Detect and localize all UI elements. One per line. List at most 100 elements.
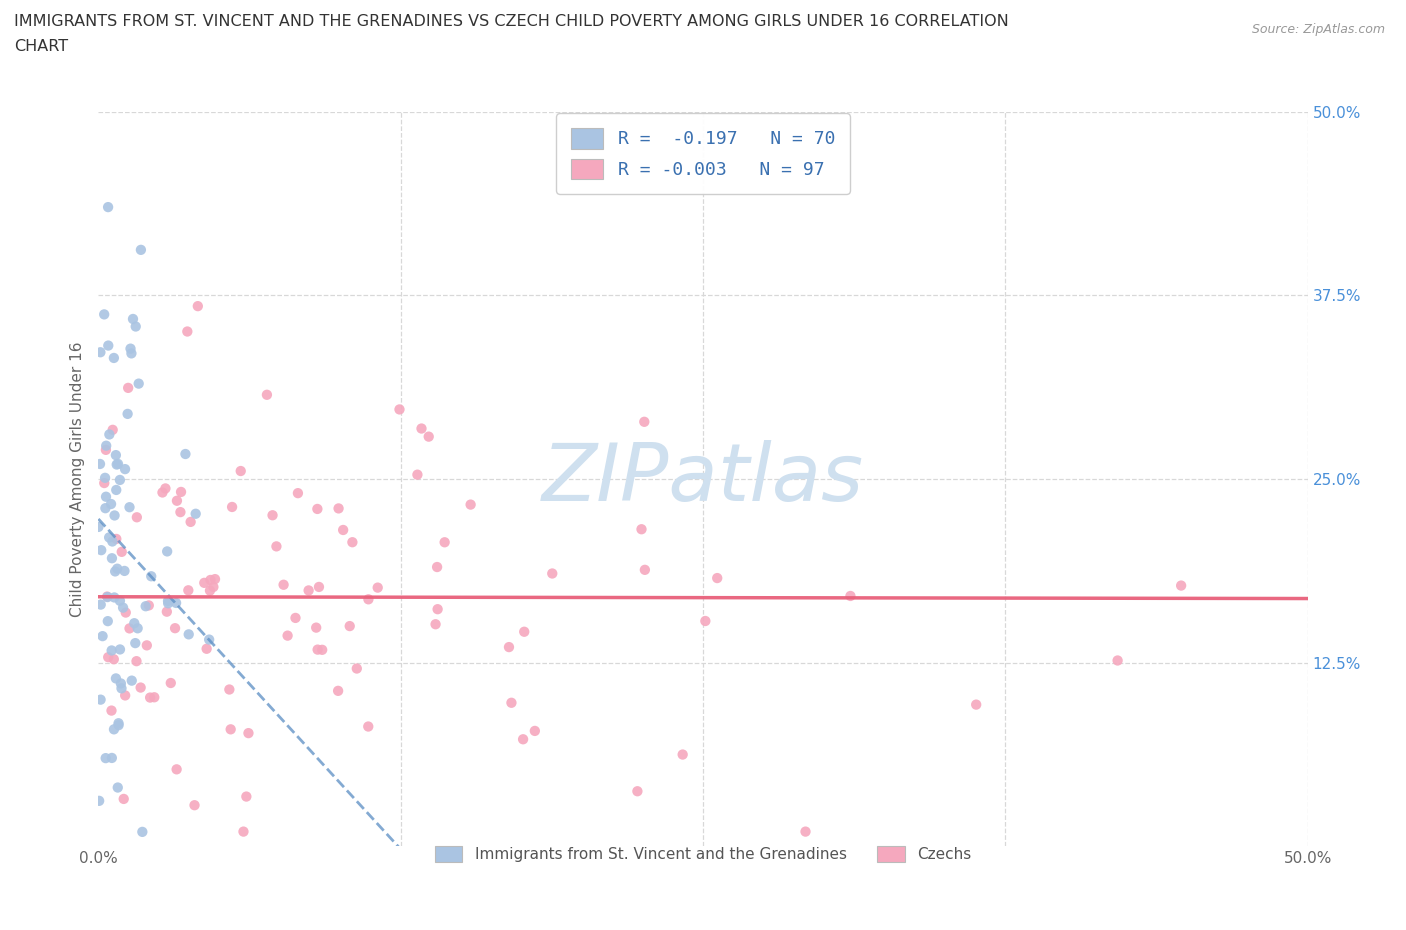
Point	[501, 696, 523, 711]
Point	[311, 643, 333, 658]
Point	[112, 791, 135, 806]
Point	[180, 514, 202, 529]
Point	[342, 535, 364, 550]
Point	[307, 501, 329, 516]
Point	[97, 614, 120, 629]
Point	[630, 522, 652, 537]
Point	[633, 415, 655, 430]
Point	[122, 312, 145, 326]
Point	[101, 422, 124, 437]
Point	[256, 387, 278, 402]
Point	[104, 564, 127, 578]
Point	[195, 642, 218, 657]
Point	[965, 698, 987, 712]
Point	[460, 498, 482, 512]
Point	[198, 632, 221, 647]
Point	[97, 650, 120, 665]
Point	[284, 610, 307, 625]
Point	[135, 638, 157, 653]
Point	[89, 345, 111, 360]
Point	[120, 346, 142, 361]
Point	[100, 703, 122, 718]
Point	[94, 443, 117, 458]
Point	[114, 564, 136, 578]
Point	[125, 654, 148, 669]
Point	[97, 200, 120, 215]
Point	[127, 621, 149, 636]
Point	[108, 593, 131, 608]
Point	[156, 544, 179, 559]
Point	[418, 430, 440, 445]
Point	[193, 576, 215, 591]
Point	[110, 676, 132, 691]
Point	[169, 505, 191, 520]
Point	[328, 501, 350, 516]
Point	[98, 530, 121, 545]
Point	[839, 589, 862, 604]
Point	[121, 673, 143, 688]
Point	[183, 798, 205, 813]
Point	[218, 682, 240, 697]
Point	[94, 489, 117, 504]
Point	[124, 636, 146, 651]
Point	[96, 438, 118, 453]
Point	[308, 579, 330, 594]
Point	[135, 599, 157, 614]
Point	[104, 671, 127, 685]
Point	[523, 724, 546, 738]
Point	[287, 485, 309, 500]
Point	[202, 579, 225, 594]
Point	[114, 461, 136, 476]
Point	[143, 690, 166, 705]
Point	[117, 380, 139, 395]
Point	[131, 824, 153, 839]
Point	[159, 675, 181, 690]
Point	[706, 571, 728, 586]
Point	[107, 780, 129, 795]
Point	[634, 563, 657, 578]
Point	[187, 299, 209, 313]
Point	[277, 628, 299, 643]
Point	[512, 732, 534, 747]
Point	[101, 551, 124, 565]
Point	[165, 620, 187, 635]
Point	[93, 475, 115, 490]
Point	[357, 719, 380, 734]
Point	[90, 543, 112, 558]
Point	[107, 457, 129, 472]
Point	[103, 351, 125, 365]
Point	[100, 497, 122, 512]
Legend: Immigrants from St. Vincent and the Grenadines, Czechs: Immigrants from St. Vincent and the Gren…	[429, 840, 977, 868]
Point	[794, 824, 817, 839]
Point	[305, 620, 328, 635]
Point	[266, 539, 288, 554]
Point	[87, 520, 110, 535]
Point	[541, 566, 564, 581]
Point	[103, 652, 125, 667]
Point	[426, 602, 449, 617]
Point	[118, 621, 141, 636]
Point	[108, 642, 131, 657]
Point	[326, 684, 349, 698]
Point	[200, 573, 222, 588]
Point	[339, 618, 361, 633]
Point	[129, 680, 152, 695]
Point	[89, 793, 111, 808]
Point	[96, 589, 118, 604]
Text: ZIPatlas: ZIPatlas	[541, 440, 865, 518]
Point	[97, 339, 120, 353]
Point	[114, 688, 136, 703]
Point	[152, 485, 174, 500]
Point	[141, 569, 163, 584]
Point	[332, 523, 354, 538]
Point	[156, 604, 179, 619]
Point	[176, 324, 198, 339]
Point	[273, 578, 295, 592]
Point	[204, 572, 226, 587]
Point	[120, 341, 142, 356]
Point	[177, 583, 200, 598]
Point	[94, 500, 117, 515]
Point	[104, 447, 127, 462]
Point	[105, 531, 128, 546]
Point	[425, 617, 447, 631]
